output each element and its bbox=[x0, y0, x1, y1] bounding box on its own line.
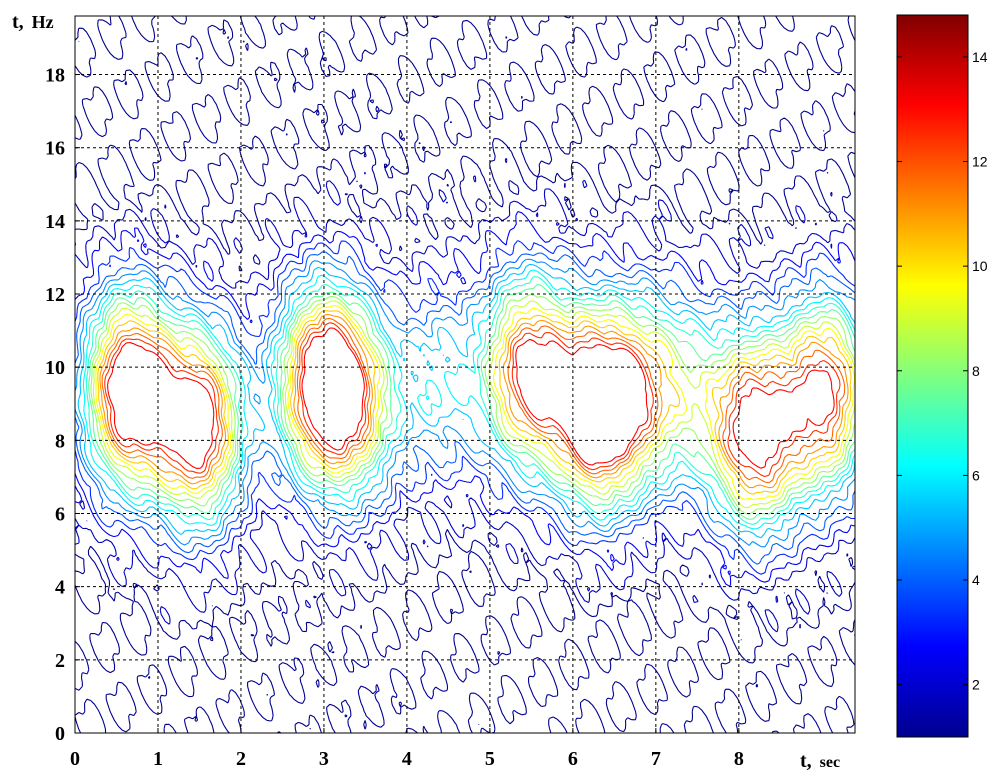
y-tick-label: 0 bbox=[55, 723, 65, 745]
y-tick-label: 14 bbox=[45, 211, 65, 233]
contour-level-12 bbox=[95, 304, 855, 501]
contour-level-10 bbox=[90, 294, 856, 515]
contour-level-17 bbox=[107, 327, 835, 469]
colorbar bbox=[896, 14, 969, 738]
contour-level-14 bbox=[99, 313, 849, 489]
colorbar-tick-label: 12 bbox=[972, 153, 988, 169]
colorbar-tick-label: 14 bbox=[972, 49, 988, 65]
colorbar-ticks: 2 4 6 8 10 12 14 bbox=[897, 49, 988, 693]
contour-lines bbox=[74, 15, 856, 734]
contour-level-2 bbox=[74, 210, 856, 587]
x-tick-label: 0 bbox=[70, 748, 80, 770]
contour-level-4 bbox=[74, 251, 856, 565]
colorbar-tick-label: 10 bbox=[972, 258, 988, 274]
x-tick-label: 7 bbox=[651, 748, 661, 770]
contour-level-15 bbox=[101, 317, 846, 484]
contour-level-7 bbox=[82, 269, 856, 530]
x-axis-ticks: 0 1 2 3 4 5 6 7 8 bbox=[70, 728, 744, 770]
x-tick-label: 5 bbox=[485, 748, 495, 770]
colorbar-tick-label: 2 bbox=[972, 677, 980, 693]
x-tick-label: 1 bbox=[153, 748, 163, 770]
plot-frame bbox=[74, 15, 856, 734]
y-tick-label: 2 bbox=[55, 650, 65, 672]
y-tick-label: 6 bbox=[55, 504, 65, 526]
x-axis-title: t, sec bbox=[800, 750, 840, 772]
colorbar-tick-label: 8 bbox=[972, 363, 980, 379]
contour-level-8 bbox=[85, 276, 856, 525]
x-tick-label: 8 bbox=[734, 748, 744, 770]
y-axis-title: t, Hz bbox=[12, 11, 54, 33]
y-tick-label: 10 bbox=[45, 357, 65, 379]
x-tick-label: 6 bbox=[568, 748, 578, 770]
y-tick-label: 12 bbox=[45, 284, 65, 306]
contour-level-6 bbox=[77, 263, 856, 539]
contour-level-11 bbox=[92, 300, 856, 509]
x-tick-label: 3 bbox=[319, 748, 329, 770]
grid-lines bbox=[75, 16, 855, 733]
contour-level-9 bbox=[88, 283, 856, 520]
colorbar-tick-label: 6 bbox=[972, 467, 980, 483]
y-tick-label: 8 bbox=[55, 430, 65, 452]
contour-level-0 bbox=[74, 15, 856, 734]
y-axis-ticks: 0 2 4 6 8 10 12 14 16 18 bbox=[45, 65, 80, 745]
contour-level-13 bbox=[97, 310, 852, 495]
contour-level-16 bbox=[104, 322, 841, 478]
x-tick-label: 2 bbox=[236, 748, 246, 770]
y-tick-label: 4 bbox=[55, 577, 65, 599]
contour-level-3 bbox=[74, 240, 856, 575]
contour-level-5 bbox=[74, 258, 856, 548]
y-tick-label: 16 bbox=[45, 138, 65, 160]
y-tick-label: 18 bbox=[45, 65, 65, 87]
colorbar-tick-label: 4 bbox=[972, 572, 980, 588]
contour-level-1 bbox=[74, 158, 856, 641]
x-tick-label: 4 bbox=[402, 748, 412, 770]
